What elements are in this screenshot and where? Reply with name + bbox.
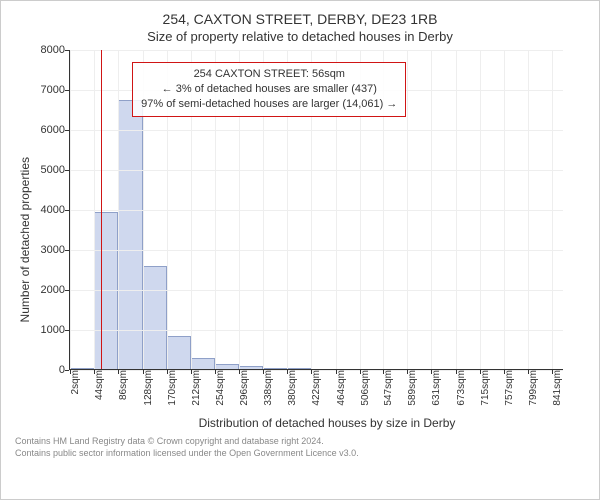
x-tick-label: 757sqm bbox=[504, 370, 515, 406]
chart-container: 254, CAXTON STREET, DERBY, DE23 1RB Size… bbox=[0, 0, 600, 500]
title-address: 254, CAXTON STREET, DERBY, DE23 1RB bbox=[15, 11, 585, 27]
x-tick-label: 86sqm bbox=[118, 370, 129, 400]
x-tick-label: 296sqm bbox=[239, 370, 250, 406]
histogram-bar bbox=[94, 212, 118, 370]
gridline-vertical bbox=[528, 50, 529, 370]
info-box-line: 254 CAXTON STREET: 56sqm bbox=[141, 67, 397, 82]
gridline-vertical bbox=[94, 50, 95, 370]
info-box: 254 CAXTON STREET: 56sqm← 3% of detached… bbox=[132, 62, 406, 117]
gridline-vertical bbox=[552, 50, 553, 370]
x-ticks: 2sqm 44sqm 86sqm 128sqm 170sqm 212sqm 254sqm 29… bbox=[69, 370, 563, 414]
histogram-bar bbox=[143, 266, 167, 370]
x-tick-label: 589sqm bbox=[407, 370, 418, 406]
y-tick-label: 5000 bbox=[41, 164, 65, 176]
x-tick-label: 254sqm bbox=[215, 370, 226, 406]
x-tick-label: 2sqm bbox=[70, 370, 81, 394]
x-tick-label: 799sqm bbox=[528, 370, 539, 406]
credits-line-1: Contains HM Land Registry data © Crown c… bbox=[15, 436, 585, 448]
y-tick-label: 7000 bbox=[41, 84, 65, 96]
x-tick-label: 212sqm bbox=[191, 370, 202, 406]
plot-area: 254 CAXTON STREET: 56sqm← 3% of detached… bbox=[69, 50, 563, 370]
y-tick-label: 6000 bbox=[41, 124, 65, 136]
y-tick-label: 4000 bbox=[41, 204, 65, 216]
x-tick-label: 380sqm bbox=[287, 370, 298, 406]
credits: Contains HM Land Registry data © Crown c… bbox=[15, 436, 585, 459]
x-axis-label: Distribution of detached houses by size … bbox=[69, 416, 585, 430]
y-tick-label: 8000 bbox=[41, 44, 65, 56]
x-tick-label: 422sqm bbox=[311, 370, 322, 406]
property-marker-line bbox=[101, 50, 102, 370]
x-tick-label: 44sqm bbox=[94, 370, 105, 400]
gridline-vertical bbox=[504, 50, 505, 370]
x-tick-label: 464sqm bbox=[336, 370, 347, 406]
x-tick-label: 631sqm bbox=[431, 370, 442, 406]
plot-column: 254 CAXTON STREET: 56sqm← 3% of detached… bbox=[69, 50, 585, 430]
y-tick-label: 1000 bbox=[41, 324, 65, 336]
chart-row: Number of detached properties 0100020003… bbox=[15, 50, 585, 430]
x-tick-label: 547sqm bbox=[383, 370, 394, 406]
x-tick-label: 338sqm bbox=[263, 370, 274, 406]
y-tick-label: 2000 bbox=[41, 284, 65, 296]
title-subtitle: Size of property relative to detached ho… bbox=[15, 29, 585, 44]
x-tick-label: 506sqm bbox=[360, 370, 371, 406]
x-tick-label: 128sqm bbox=[143, 370, 154, 406]
x-tick-label: 715sqm bbox=[480, 370, 491, 406]
histogram-bar bbox=[167, 336, 191, 370]
y-ticks: 010002000300040005000600070008000 bbox=[35, 50, 69, 432]
x-tick-label: 170sqm bbox=[167, 370, 178, 406]
x-tick-label: 841sqm bbox=[552, 370, 563, 406]
info-box-line: 97% of semi-detached houses are larger (… bbox=[141, 97, 397, 112]
credits-line-2: Contains public sector information licen… bbox=[15, 448, 585, 460]
gridline-vertical bbox=[431, 50, 432, 370]
gridline-vertical bbox=[70, 50, 71, 370]
info-box-line: ← 3% of detached houses are smaller (437… bbox=[141, 82, 397, 97]
y-axis-label: Number of detached properties bbox=[18, 157, 32, 322]
y-axis-line bbox=[69, 50, 70, 370]
y-axis-label-col: Number of detached properties bbox=[15, 50, 35, 430]
y-tick-label: 3000 bbox=[41, 244, 65, 256]
gridline-vertical bbox=[480, 50, 481, 370]
gridline-vertical bbox=[118, 50, 119, 370]
gridline-vertical bbox=[407, 50, 408, 370]
gridline-vertical bbox=[456, 50, 457, 370]
x-tick-label: 673sqm bbox=[456, 370, 467, 406]
